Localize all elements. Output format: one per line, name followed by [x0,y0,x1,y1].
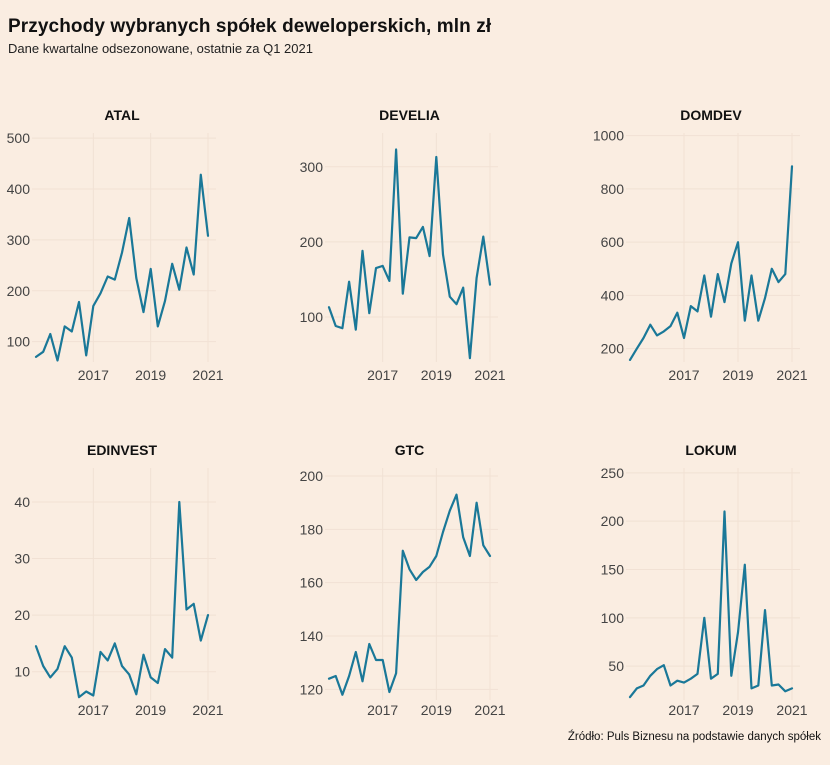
y-tick-label: 100 [7,334,31,350]
y-tick-label: 40 [14,494,30,510]
panel-atal: ATAL 100 200 300 400 500 2017 2019 2021 [7,107,224,383]
chart-subtitle: Dane kwartalne odsezonowane, ostatnie za… [8,41,313,56]
series-line [34,173,210,362]
panel-develia: DEVELIA 100 200 300 2017 2019 2021 [300,107,506,383]
panel-edinvest: EDINVEST 10 20 30 40 2017 2019 2021 [14,442,223,718]
panel-title: EDINVEST [87,442,157,458]
x-tick-label: 2021 [776,702,807,718]
chart-title: Przychody wybranych spółek deweloperskic… [8,16,492,37]
y-tick-label: 120 [300,681,324,697]
y-tick-label: 600 [601,234,625,250]
x-tick-label: 2021 [474,702,505,718]
x-tick-label: 2021 [776,367,807,383]
y-tick-label: 200 [300,234,324,250]
y-tick-label: 800 [601,181,625,197]
panel-lokum: LOKUM 50 100 150 200 250 2017 2019 2021 [601,442,808,718]
x-tick-label: 2019 [421,702,452,718]
x-tick-label: 2019 [722,367,753,383]
panel-title: LOKUM [685,442,736,458]
x-tick-label: 2017 [668,702,699,718]
y-tick-label: 50 [608,658,624,674]
series-line [34,500,210,699]
x-tick-label: 2019 [135,702,166,718]
x-tick-label: 2017 [668,367,699,383]
y-tick-label: 30 [14,551,30,567]
y-tick-label: 250 [601,465,625,481]
y-tick-label: 180 [300,521,324,537]
x-tick-label: 2017 [367,367,398,383]
x-tick-label: 2021 [192,702,223,718]
x-tick-label: 2019 [135,367,166,383]
panel-title: GTC [395,442,425,458]
panel-title: DOMDEV [680,107,742,123]
source-note: Źródło: Puls Biznesu na podstawie danych… [567,731,821,743]
y-tick-label: 300 [7,232,31,248]
panel-title: ATAL [104,107,140,123]
y-tick-label: 100 [601,610,625,626]
y-tick-label: 200 [601,341,625,357]
x-tick-label: 2019 [421,367,452,383]
y-tick-label: 1000 [593,128,624,144]
series-line [327,493,492,696]
y-tick-label: 150 [601,562,625,578]
y-tick-label: 500 [7,130,31,146]
y-tick-label: 200 [601,513,625,529]
y-tick-label: 10 [14,664,30,680]
y-tick-label: 400 [7,181,31,197]
x-tick-label: 2021 [474,367,505,383]
y-tick-label: 160 [300,575,324,591]
panel-gtc: GTC 120 140 160 180 200 2017 2019 2021 [300,442,506,718]
x-tick-label: 2017 [367,702,398,718]
x-tick-label: 2017 [78,367,109,383]
x-tick-label: 2017 [78,702,109,718]
series-line [628,165,794,361]
y-tick-label: 200 [300,468,324,484]
series-line [327,148,492,360]
panel-domdev: DOMDEV 200 400 600 800 1000 2017 2019 2021 [593,107,808,383]
y-tick-label: 100 [300,309,324,325]
x-tick-label: 2019 [722,702,753,718]
y-tick-label: 200 [7,283,31,299]
y-tick-label: 400 [601,287,625,303]
y-tick-label: 20 [14,607,30,623]
series-line [628,510,794,699]
panel-title: DEVELIA [379,107,440,123]
y-tick-label: 140 [300,628,324,644]
x-tick-label: 2021 [192,367,223,383]
y-tick-label: 300 [300,159,324,175]
